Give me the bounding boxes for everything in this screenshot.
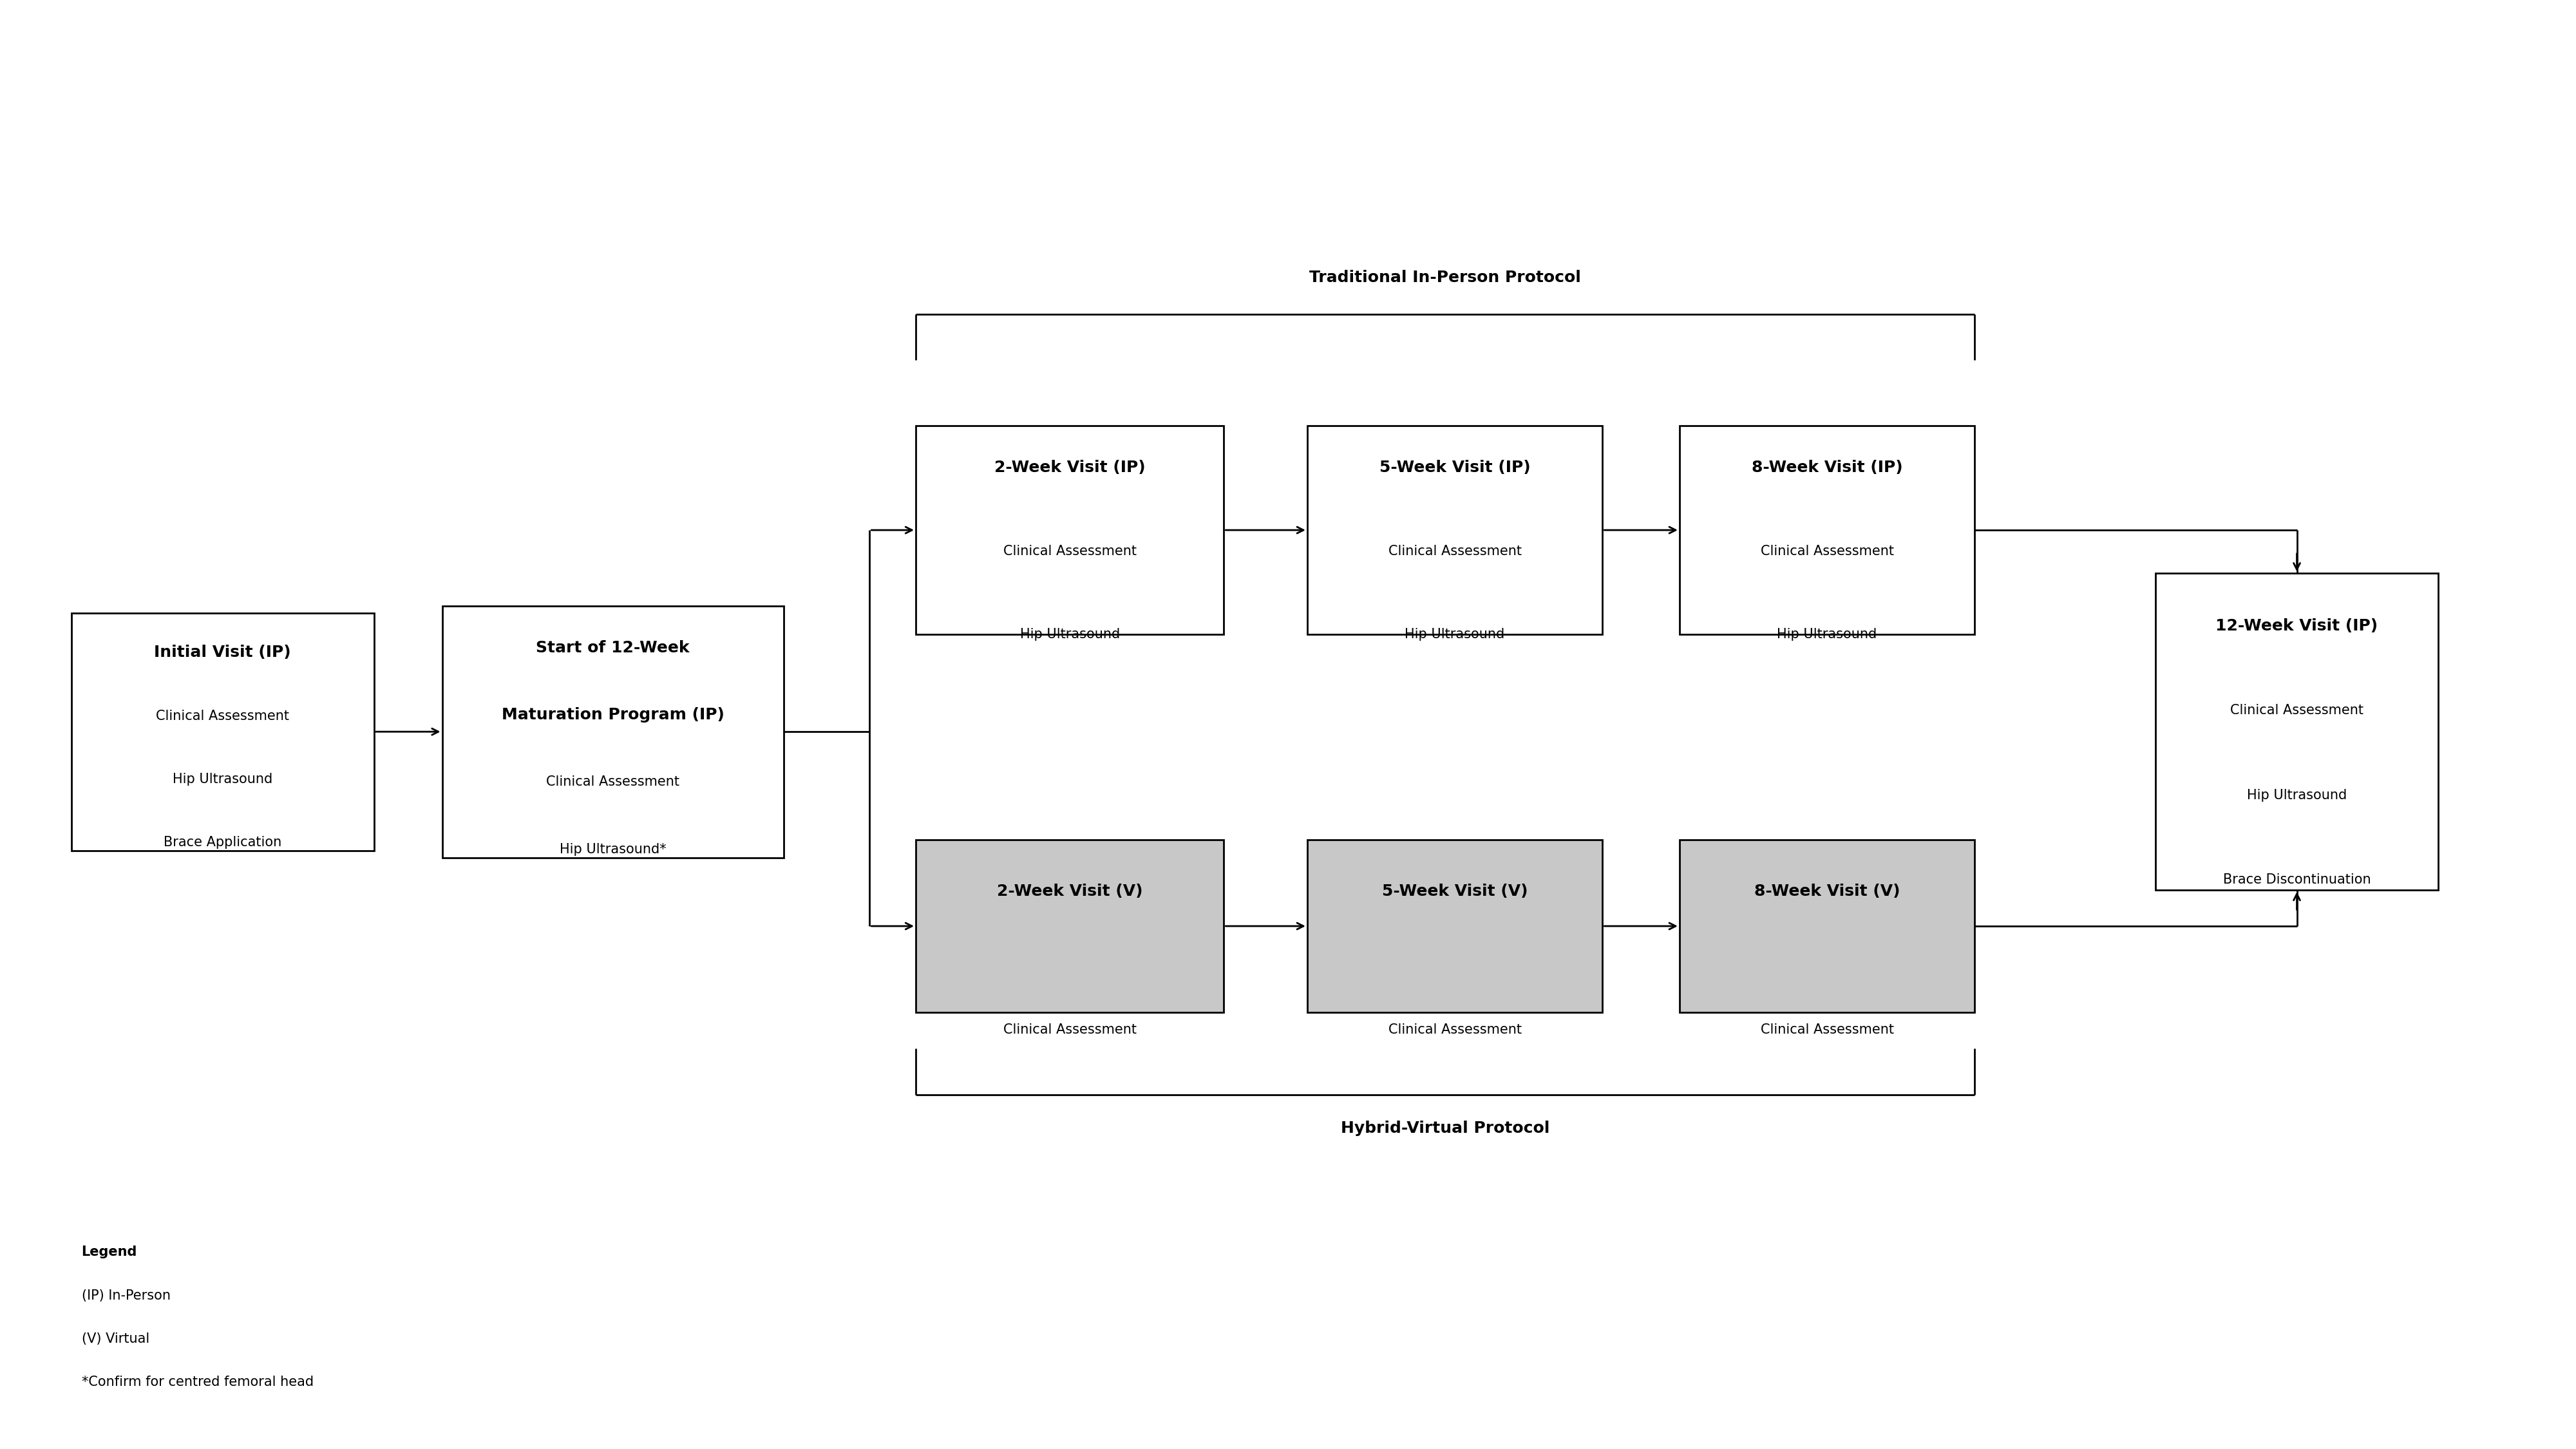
Text: Traditional In-Person Protocol: Traditional In-Person Protocol [1309, 270, 1582, 285]
Text: Initial Visit (IP): Initial Visit (IP) [155, 645, 291, 661]
Text: 12-Week Visit (IP): 12-Week Visit (IP) [2215, 619, 2378, 633]
Text: Clinical Assessment: Clinical Assessment [1388, 545, 1522, 558]
Text: Brace Discontinuation: Brace Discontinuation [2223, 874, 2370, 885]
Text: Clinical Assessment: Clinical Assessment [546, 775, 680, 788]
FancyBboxPatch shape [1306, 840, 1602, 1013]
Text: 8-Week Visit (V): 8-Week Visit (V) [1754, 884, 1901, 900]
Text: Clinical Assessment: Clinical Assessment [157, 710, 289, 722]
Text: Hybrid-Virtual Protocol: Hybrid-Virtual Protocol [1340, 1120, 1551, 1136]
Text: Hip Ultrasound: Hip Ultrasound [2246, 788, 2347, 801]
Text: (V) Virtual: (V) Virtual [82, 1332, 149, 1345]
Text: Clinical Assessment: Clinical Assessment [1002, 545, 1136, 558]
FancyBboxPatch shape [917, 840, 1224, 1013]
Text: 5-Week Visit (V): 5-Week Visit (V) [1381, 884, 1528, 900]
Text: Clinical Assessment: Clinical Assessment [2231, 704, 2365, 717]
Text: (IP) In-Person: (IP) In-Person [82, 1290, 170, 1301]
Text: Maturation Program (IP): Maturation Program (IP) [502, 707, 724, 723]
Text: 2-Week Visit (V): 2-Week Visit (V) [997, 884, 1144, 900]
Text: 8-Week Visit (IP): 8-Week Visit (IP) [1752, 459, 1904, 475]
Text: Hip Ultrasound: Hip Ultrasound [173, 772, 273, 785]
Text: Hip Ultrasound*: Hip Ultrasound* [559, 843, 667, 856]
FancyBboxPatch shape [443, 606, 783, 858]
Text: Hip Ultrasound: Hip Ultrasound [1404, 627, 1504, 640]
Text: Hip Ultrasound: Hip Ultrasound [1020, 627, 1121, 640]
FancyBboxPatch shape [1680, 426, 1976, 635]
FancyBboxPatch shape [1680, 840, 1976, 1013]
Text: *Confirm for centred femoral head: *Confirm for centred femoral head [82, 1375, 314, 1388]
Text: Clinical Assessment: Clinical Assessment [1759, 1023, 1893, 1036]
FancyBboxPatch shape [1306, 426, 1602, 635]
Text: Brace Application: Brace Application [165, 836, 281, 849]
Text: Start of 12-Week: Start of 12-Week [536, 640, 690, 655]
Text: Clinical Assessment: Clinical Assessment [1002, 1023, 1136, 1036]
Text: 2-Week Visit (IP): 2-Week Visit (IP) [994, 459, 1146, 475]
FancyBboxPatch shape [72, 613, 374, 851]
Text: Clinical Assessment: Clinical Assessment [1388, 1023, 1522, 1036]
Text: Clinical Assessment: Clinical Assessment [1759, 545, 1893, 558]
FancyBboxPatch shape [2156, 574, 2437, 890]
FancyBboxPatch shape [917, 426, 1224, 635]
Text: 5-Week Visit (IP): 5-Week Visit (IP) [1378, 459, 1530, 475]
Text: Legend: Legend [82, 1246, 137, 1259]
Text: Hip Ultrasound: Hip Ultrasound [1777, 627, 1878, 640]
